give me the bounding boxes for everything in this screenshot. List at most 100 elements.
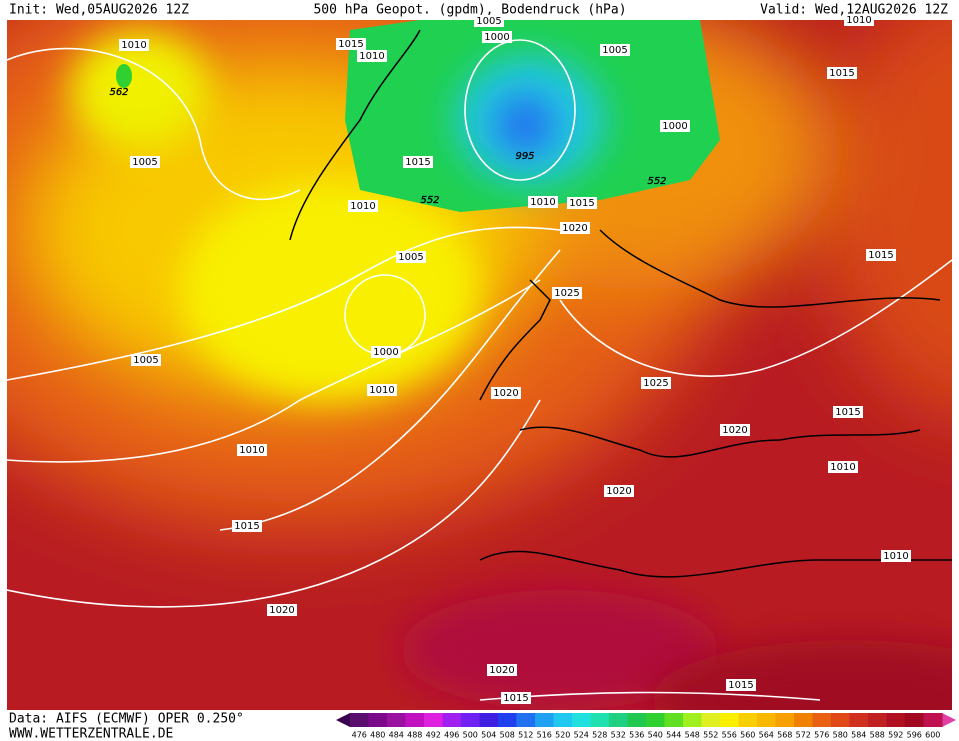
coastlines bbox=[289, 29, 952, 578]
colorbar-swatch bbox=[498, 713, 517, 727]
isobar-label-box bbox=[348, 200, 378, 212]
colorbar-label: 572 bbox=[796, 731, 811, 740]
isobar-label: 1020 bbox=[489, 665, 514, 676]
colorbar-swatch bbox=[886, 713, 906, 727]
isobar-label: 1005 bbox=[132, 157, 157, 168]
isobar-label-box bbox=[357, 50, 387, 62]
colorbar-arrow-high bbox=[942, 713, 956, 727]
colorbar-swatch bbox=[812, 713, 832, 727]
init-time: Init: Wed,05AUG2026 12Z bbox=[9, 3, 189, 18]
isobar-label: 1005 bbox=[602, 45, 627, 56]
isobar-label-box bbox=[720, 424, 750, 436]
colorbar-label: 600 bbox=[925, 731, 940, 740]
isobar-label: 1010 bbox=[121, 40, 146, 51]
colorbar-swatch bbox=[683, 713, 702, 727]
colorbar-swatch bbox=[664, 713, 684, 727]
isobar-label-box bbox=[881, 550, 911, 562]
colorbar-swatch bbox=[479, 713, 499, 727]
isobar-label-box bbox=[396, 251, 426, 263]
isobar-label: 552 bbox=[647, 176, 666, 187]
colorbar-swatch bbox=[350, 713, 369, 727]
isobar-label: 1005 bbox=[398, 252, 423, 263]
colorbar-label: 524 bbox=[574, 731, 589, 740]
colorbar-swatch bbox=[701, 713, 721, 727]
colorbar-label: 528 bbox=[592, 731, 607, 740]
header: Init: Wed,05AUG2026 12Z 500 hPa Geopot. … bbox=[9, 3, 948, 18]
isobar-label-box bbox=[367, 384, 397, 396]
isobar-label: 1015 bbox=[405, 157, 430, 168]
colorbar-swatch bbox=[609, 713, 628, 727]
isobar-label-box bbox=[641, 377, 671, 389]
colorbar-label: 536 bbox=[629, 731, 644, 740]
colorbar-label: 520 bbox=[555, 731, 570, 740]
isobar-label: 1020 bbox=[722, 425, 747, 436]
colorbar-swatch bbox=[461, 713, 480, 727]
isobar-label-box bbox=[403, 156, 433, 168]
isobar-label: 1000 bbox=[373, 347, 398, 358]
isobars bbox=[7, 39, 952, 701]
colorbar-swatch bbox=[831, 713, 850, 727]
isobar-label: 995 bbox=[515, 151, 534, 162]
colorbar-label: 512 bbox=[518, 731, 533, 740]
colorbar-label: 564 bbox=[759, 731, 774, 740]
isobar-label-box bbox=[501, 692, 531, 704]
colorbar-label: 500 bbox=[463, 731, 478, 740]
isobar-label: 1020 bbox=[493, 388, 518, 399]
isobar-label: 562 bbox=[109, 87, 128, 98]
colorbar-label: 508 bbox=[500, 731, 515, 740]
colorbar-label: 540 bbox=[648, 731, 663, 740]
map-title: 500 hPa Geopot. (gpdm), Bodendruck (hPa) bbox=[313, 3, 626, 18]
colorbar-swatch bbox=[868, 713, 887, 727]
isobar-label-box bbox=[660, 120, 690, 132]
isobar-label-box bbox=[726, 679, 756, 691]
colorbar-swatch bbox=[424, 713, 443, 727]
isobar-label: 1000 bbox=[484, 32, 509, 43]
isobar-labels: 1010 1015 1010 1005 1000 1005 1015 562 1000 1005 9… bbox=[109, 14, 911, 704]
colorbar-swatch bbox=[905, 713, 924, 727]
colorbar-swatch bbox=[368, 713, 388, 727]
isobar-label: 1010 bbox=[239, 445, 264, 456]
isobar-label: 1010 bbox=[846, 15, 871, 26]
data-source: Data: AIFS (ECMWF) OPER 0.250° bbox=[9, 712, 244, 727]
colorbar-swatch bbox=[535, 713, 554, 727]
colorbar-label: 516 bbox=[537, 731, 552, 740]
colorbar-swatch bbox=[738, 713, 758, 727]
isobar-label-box bbox=[833, 406, 863, 418]
colorbar-swatch bbox=[405, 713, 425, 727]
colorbar-swatch bbox=[794, 713, 813, 727]
colorbar-swatch bbox=[849, 713, 869, 727]
colorbar-label: 568 bbox=[777, 731, 792, 740]
isobar-label-box bbox=[482, 31, 512, 43]
isobar-label-box bbox=[827, 67, 857, 79]
colorbar-swatch bbox=[442, 713, 462, 727]
isobar-label: 1000 bbox=[662, 121, 687, 132]
colorbar-label: 552 bbox=[703, 731, 718, 740]
colorbar-label: 556 bbox=[722, 731, 737, 740]
colorbar-swatch bbox=[387, 713, 406, 727]
isobar-label-box bbox=[600, 44, 630, 56]
site: WWW.WETTERZENTRALE.DE bbox=[9, 727, 173, 741]
isobar-label: 1010 bbox=[530, 197, 555, 208]
isobar-label-box bbox=[828, 461, 858, 473]
isobar-label-box bbox=[844, 14, 874, 26]
isobar-label-box bbox=[237, 444, 267, 456]
isobar-label: 1020 bbox=[269, 605, 294, 616]
isobar-label: 1015 bbox=[868, 250, 893, 261]
isobar-label-box bbox=[336, 38, 366, 50]
isobar-label: 1015 bbox=[338, 39, 363, 50]
isobar-label-box bbox=[604, 485, 634, 497]
isobar-label-box bbox=[119, 39, 149, 51]
isobar-label: 1005 bbox=[476, 16, 501, 27]
isobar-label-box bbox=[130, 156, 160, 168]
isobar-label-box bbox=[528, 196, 558, 208]
isobar-label: 1025 bbox=[643, 378, 668, 389]
colorbar-label: 480 bbox=[370, 731, 385, 740]
isobar-label: 1015 bbox=[569, 198, 594, 209]
isobar-label: 1015 bbox=[835, 407, 860, 418]
isobar-label: 1015 bbox=[503, 693, 528, 704]
isobar-label: 552 bbox=[420, 195, 439, 206]
colorbar-label: 588 bbox=[870, 731, 885, 740]
colorbar-swatch bbox=[572, 713, 591, 727]
